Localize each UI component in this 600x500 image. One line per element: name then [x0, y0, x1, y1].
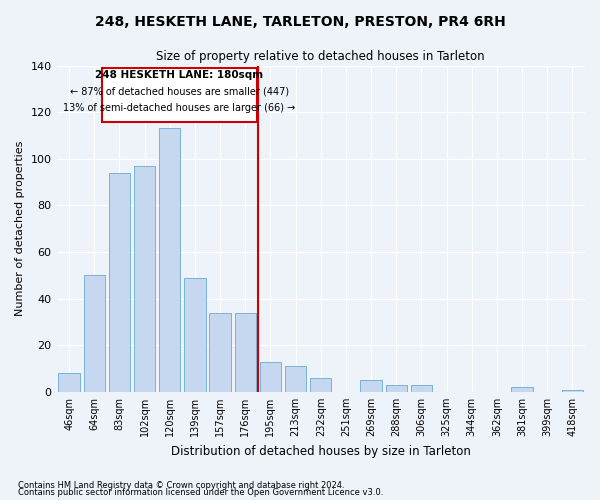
Y-axis label: Number of detached properties: Number of detached properties [15, 141, 25, 316]
Text: 248, HESKETH LANE, TARLETON, PRESTON, PR4 6RH: 248, HESKETH LANE, TARLETON, PRESTON, PR… [95, 15, 505, 29]
Title: Size of property relative to detached houses in Tarleton: Size of property relative to detached ho… [157, 50, 485, 63]
Bar [562, 390, 583, 392]
Bar [235, 312, 256, 392]
Bar [184, 278, 206, 392]
Text: Contains HM Land Registry data © Crown copyright and database right 2024.: Contains HM Land Registry data © Crown c… [18, 480, 344, 490]
X-axis label: Distribution of detached houses by size in Tarleton: Distribution of detached houses by size … [171, 444, 471, 458]
Bar [285, 366, 307, 392]
Text: ← 87% of detached houses are smaller (447): ← 87% of detached houses are smaller (44… [70, 86, 289, 97]
Bar [83, 276, 105, 392]
Bar [109, 173, 130, 392]
Bar [361, 380, 382, 392]
Bar [58, 374, 80, 392]
Text: Contains public sector information licensed under the Open Government Licence v3: Contains public sector information licen… [18, 488, 383, 497]
Bar [134, 166, 155, 392]
Bar [159, 128, 181, 392]
Bar [209, 312, 231, 392]
Bar [411, 385, 432, 392]
Bar [386, 385, 407, 392]
Bar [511, 388, 533, 392]
Text: 248 HESKETH LANE: 180sqm: 248 HESKETH LANE: 180sqm [95, 70, 263, 80]
Bar [310, 378, 331, 392]
Text: 13% of semi-detached houses are larger (66) →: 13% of semi-detached houses are larger (… [63, 103, 295, 113]
Bar [260, 362, 281, 392]
FancyBboxPatch shape [102, 68, 257, 122]
